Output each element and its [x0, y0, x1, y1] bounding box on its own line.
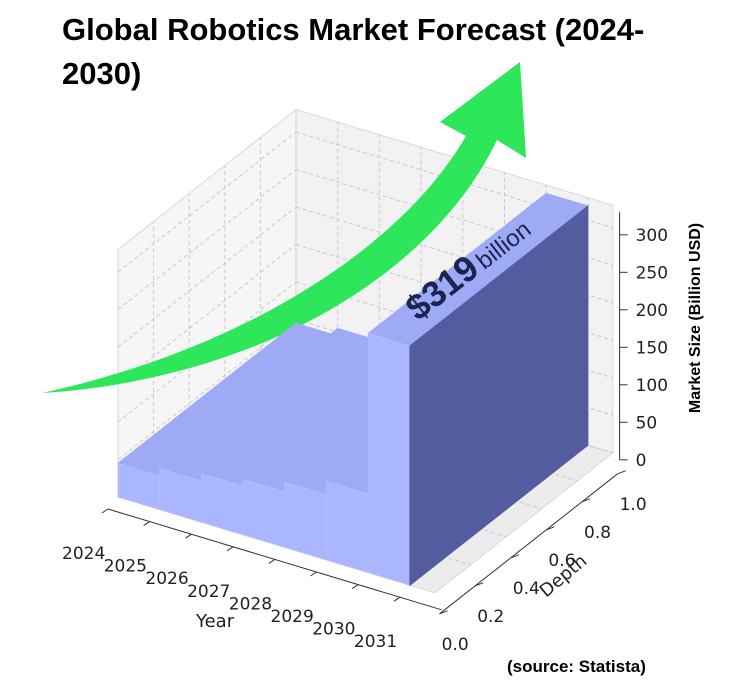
z-tick-label: 150	[636, 338, 668, 358]
z-tick-label: 300	[636, 226, 668, 246]
gridline	[117, 131, 297, 273]
y-tick-label: 1.0	[620, 495, 647, 515]
gridline	[117, 206, 297, 348]
x-tick-mark	[101, 508, 109, 514]
x-tick-label: 2026	[145, 569, 188, 589]
z-tick-label: 100	[636, 376, 668, 396]
x-tick-mark	[143, 521, 150, 527]
y-axis-line	[439, 473, 618, 615]
bar-2030	[367, 192, 589, 587]
bar-front	[367, 332, 411, 586]
bar-2024	[116, 322, 339, 511]
x-tick-mark	[310, 571, 317, 577]
x-axis-label: Year	[195, 611, 235, 632]
bar-2026	[200, 332, 423, 536]
bar-side	[409, 204, 589, 587]
x-tick-label: 2031	[354, 632, 397, 652]
gridline	[117, 319, 297, 460]
y-tick-mark	[617, 470, 626, 475]
y-tick-mark	[475, 582, 484, 587]
x-tick-label: 2028	[229, 594, 272, 614]
bar-front	[284, 481, 327, 561]
y-tick-mark	[510, 554, 519, 559]
y-tick-label: 0.0	[442, 635, 469, 655]
x-tick-mark	[185, 533, 192, 539]
x-tick-mark	[226, 546, 234, 552]
page-title: Global Robotics Market Forecast (2024-20…	[62, 12, 645, 91]
x-tick-label: 2027	[187, 582, 230, 602]
z-tick-label: 50	[636, 413, 658, 433]
z-tick-label: 0	[636, 451, 647, 471]
arrow-shape	[42, 62, 526, 393]
bar-front	[326, 480, 369, 574]
y-tick-label: 0.6	[548, 551, 575, 571]
y-tick-label: 0.4	[513, 579, 540, 599]
y-tick-mark	[581, 498, 591, 503]
z-axis-label: Market Size (Billion USD)	[687, 223, 704, 413]
x-tick-label: 2030	[312, 620, 355, 640]
gridline	[117, 169, 297, 310]
y-tick-mark	[546, 526, 555, 531]
x-tick-mark	[268, 558, 276, 564]
y-tick-label: 0.2	[477, 607, 504, 627]
gridline	[117, 244, 297, 385]
source-note: (source: Statista)	[507, 657, 646, 676]
x-tick-label: 2025	[104, 557, 147, 577]
y-tick-label: 0.8	[584, 523, 611, 543]
y-tick-mark	[439, 610, 448, 615]
x-tick-label: 2024	[62, 544, 105, 564]
bar-series	[116, 192, 589, 587]
x-tick-label: 2029	[271, 607, 314, 627]
z-tick-label: 200	[636, 301, 668, 321]
x-tick-mark	[351, 584, 359, 590]
x-tick-mark	[393, 596, 401, 602]
growth-arrow	[42, 62, 526, 393]
z-tick-label: 250	[636, 263, 668, 283]
